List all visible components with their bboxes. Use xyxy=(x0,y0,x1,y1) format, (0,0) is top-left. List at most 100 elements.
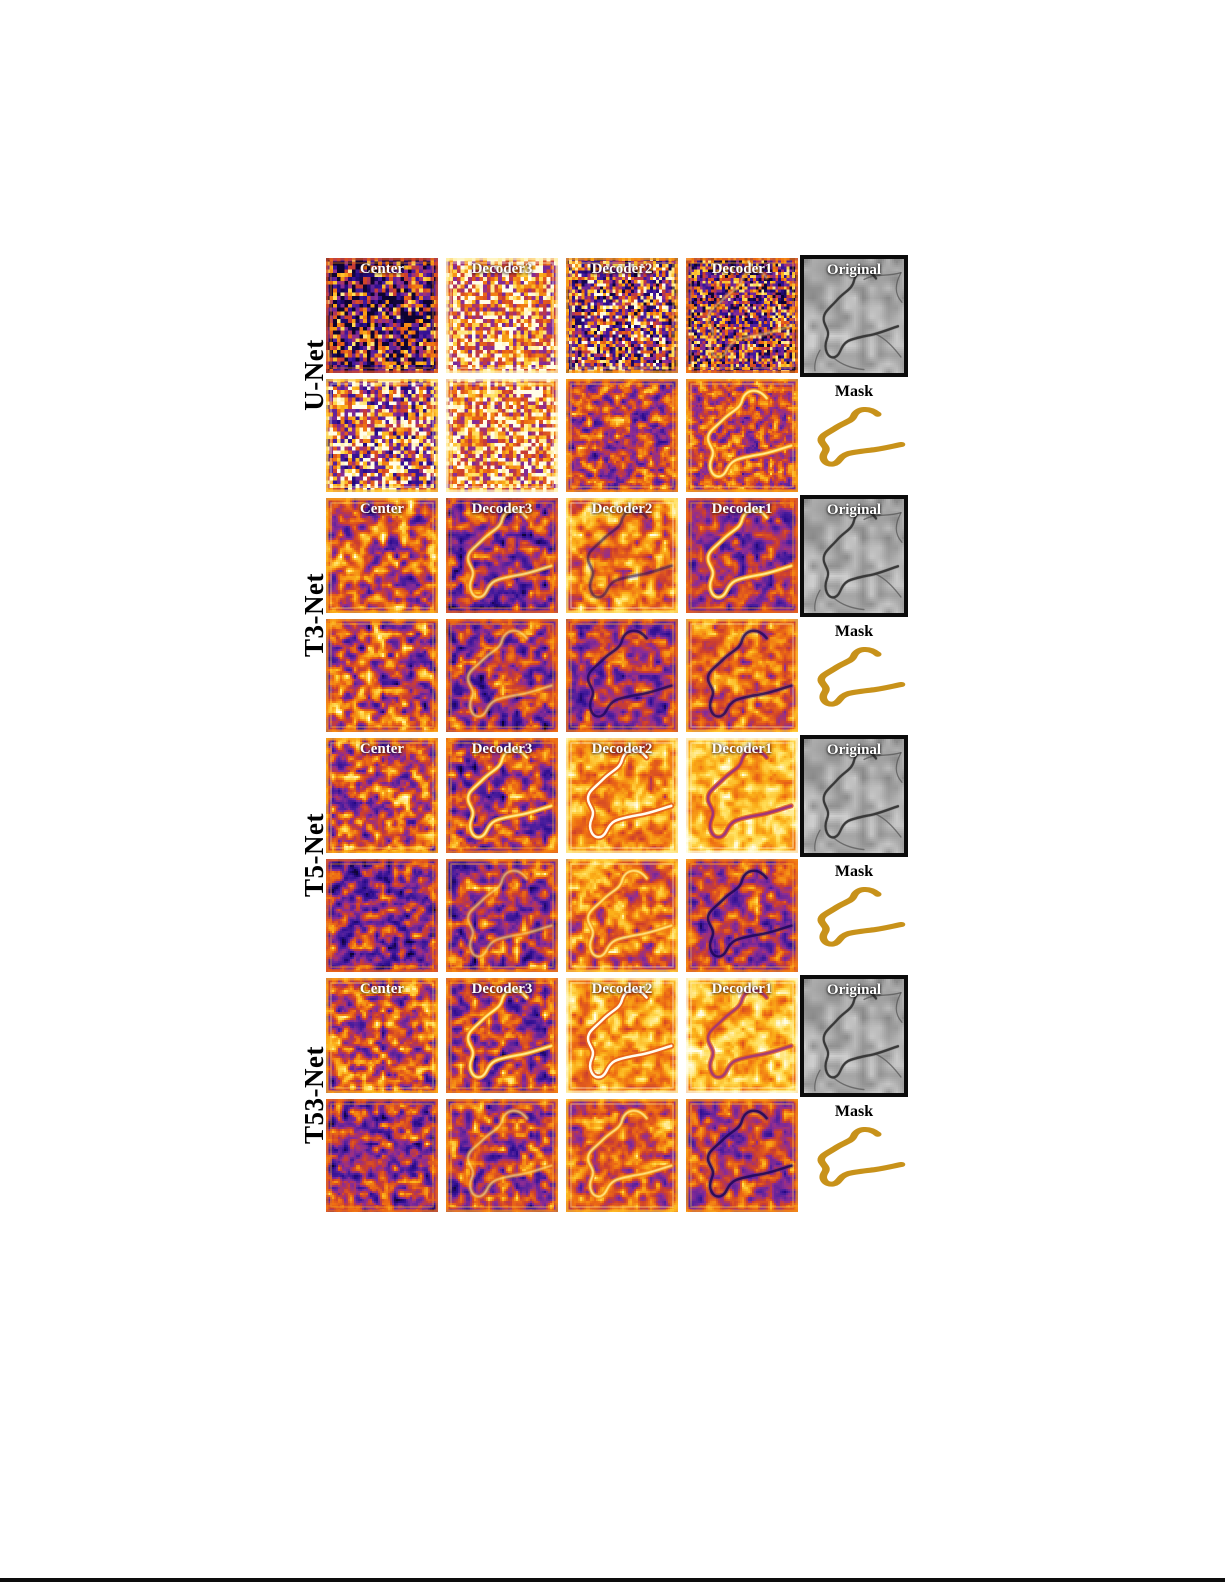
mask-label: Mask xyxy=(834,623,874,640)
heatmap-canvas xyxy=(686,738,798,853)
heatmap-panel-decoder1: Decoder1 xyxy=(686,498,798,613)
heatmap-panel-decoder3: Decoder3 xyxy=(446,738,558,853)
panel-label-center: Center xyxy=(359,981,405,997)
heatmap-panel-decoder3-2 xyxy=(446,379,558,492)
panel-label-decoder1: Decoder1 xyxy=(711,501,773,517)
heatmap-panel-center: Center xyxy=(326,258,438,373)
heatmap-canvas xyxy=(326,859,438,972)
heatmap-canvas xyxy=(326,738,438,853)
vessel-mask xyxy=(817,407,906,467)
original-canvas xyxy=(804,259,904,373)
vessel-mask-path xyxy=(817,887,906,947)
heatmap-canvas xyxy=(686,379,798,492)
original-angiogram: Original xyxy=(800,495,908,617)
heatmap-canvas xyxy=(446,379,558,492)
panel-label-decoder3: Decoder3 xyxy=(471,501,533,517)
original-angiogram: Original xyxy=(800,975,908,1097)
panel-label-decoder3: Decoder3 xyxy=(471,261,533,277)
heatmap-canvas xyxy=(326,258,438,373)
heatmap-panel-center: Center xyxy=(326,498,438,613)
heatmap-panel-decoder1: Decoder1 xyxy=(686,738,798,853)
panel-label-decoder1: Decoder1 xyxy=(711,261,773,277)
heatmap-panel-center-2 xyxy=(326,1099,438,1212)
heatmap-panel-decoder1-2 xyxy=(686,1099,798,1212)
heatmap-panel-decoder2-2 xyxy=(566,619,678,732)
original-angiogram: Original xyxy=(800,735,908,857)
heatmap-panel-center-2 xyxy=(326,619,438,732)
heatmap-canvas xyxy=(566,978,678,1093)
heatmap-canvas xyxy=(446,978,558,1093)
heatmap-canvas xyxy=(566,619,678,732)
heatmap-panel-decoder3: Decoder3 xyxy=(446,498,558,613)
heatmap-panel-decoder3-2 xyxy=(446,859,558,972)
heatmap-panel-decoder1: Decoder1 xyxy=(686,258,798,373)
heatmap-panel-decoder2-2 xyxy=(566,379,678,492)
heatmap-panel-decoder3: Decoder3 xyxy=(446,978,558,1093)
panel-label-original: Original xyxy=(826,262,882,278)
heatmap-panel-center-2 xyxy=(326,379,438,492)
heatmap-panel-decoder1-2 xyxy=(686,859,798,972)
panel-label-original: Original xyxy=(826,502,882,518)
heatmap-panel-decoder1-2 xyxy=(686,379,798,492)
heatmap-canvas xyxy=(326,498,438,613)
panel-label-decoder1: Decoder1 xyxy=(711,741,773,757)
mask-label: Mask xyxy=(834,1103,874,1120)
network-row: U-Net Center Decoder3 Decoder2 Decoder1 … xyxy=(0,255,1225,498)
vessel-mask-path xyxy=(817,1127,906,1187)
panel-label-original: Original xyxy=(826,982,882,998)
heatmap-canvas xyxy=(566,498,678,613)
heatmap-panel-decoder2: Decoder2 xyxy=(566,738,678,853)
panel-label-center: Center xyxy=(359,261,405,277)
original-canvas xyxy=(804,979,904,1093)
heatmap-canvas xyxy=(326,978,438,1093)
heatmap-panel-center-2 xyxy=(326,859,438,972)
vessel-mask-path xyxy=(817,407,906,467)
network-row: T53-Net Center Decoder3 Decoder2 Decoder… xyxy=(0,975,1225,1218)
heatmap-panel-decoder2: Decoder2 xyxy=(566,498,678,613)
heatmap-panel-decoder1-2 xyxy=(686,619,798,732)
mask-label: Mask xyxy=(834,383,874,400)
heatmap-panel-center: Center xyxy=(326,738,438,853)
heatmap-canvas xyxy=(326,379,438,492)
heatmap-canvas xyxy=(686,258,798,373)
heatmap-panel-decoder2-2 xyxy=(566,1099,678,1212)
original-angiogram: Original xyxy=(800,255,908,377)
vessel-mask xyxy=(817,887,906,947)
panel-label-decoder3: Decoder3 xyxy=(471,981,533,997)
panel-label-center: Center xyxy=(359,741,405,757)
vessel-mask xyxy=(817,1127,906,1187)
heatmap-canvas xyxy=(446,738,558,853)
heatmap-panel-decoder3: Decoder3 xyxy=(446,258,558,373)
panel-label-decoder2: Decoder2 xyxy=(591,981,653,997)
heatmap-canvas xyxy=(566,258,678,373)
panel-label-decoder2: Decoder2 xyxy=(591,741,653,757)
heatmap-canvas xyxy=(566,738,678,853)
panel-label-decoder2: Decoder2 xyxy=(591,261,653,277)
heatmap-panel-decoder1: Decoder1 xyxy=(686,978,798,1093)
panel-label-decoder3: Decoder3 xyxy=(471,741,533,757)
panel-label-decoder1: Decoder1 xyxy=(711,981,773,997)
heatmap-canvas xyxy=(326,619,438,732)
heatmap-canvas xyxy=(686,859,798,972)
vessel-mask-path xyxy=(817,647,906,707)
heatmap-panel-center: Center xyxy=(326,978,438,1093)
heatmap-canvas xyxy=(446,1099,558,1212)
network-row: T3-Net Center Decoder3 Decoder2 Decoder1… xyxy=(0,495,1225,738)
heatmap-canvas xyxy=(326,1099,438,1212)
heatmap-panel-decoder2: Decoder2 xyxy=(566,978,678,1093)
heatmap-panel-decoder3-2 xyxy=(446,619,558,732)
network-row: T5-Net Center Decoder3 Decoder2 Decoder1… xyxy=(0,735,1225,978)
heatmap-canvas xyxy=(566,1099,678,1212)
panel-label-decoder2: Decoder2 xyxy=(591,501,653,517)
heatmap-canvas xyxy=(446,498,558,613)
heatmap-panel-decoder2: Decoder2 xyxy=(566,258,678,373)
heatmap-panel-decoder2-2 xyxy=(566,859,678,972)
heatmap-canvas xyxy=(446,859,558,972)
heatmap-canvas xyxy=(446,619,558,732)
panel-label-center: Center xyxy=(359,501,405,517)
heatmap-panel-decoder3-2 xyxy=(446,1099,558,1212)
heatmap-canvas xyxy=(446,258,558,373)
vessel-mask xyxy=(817,647,906,707)
